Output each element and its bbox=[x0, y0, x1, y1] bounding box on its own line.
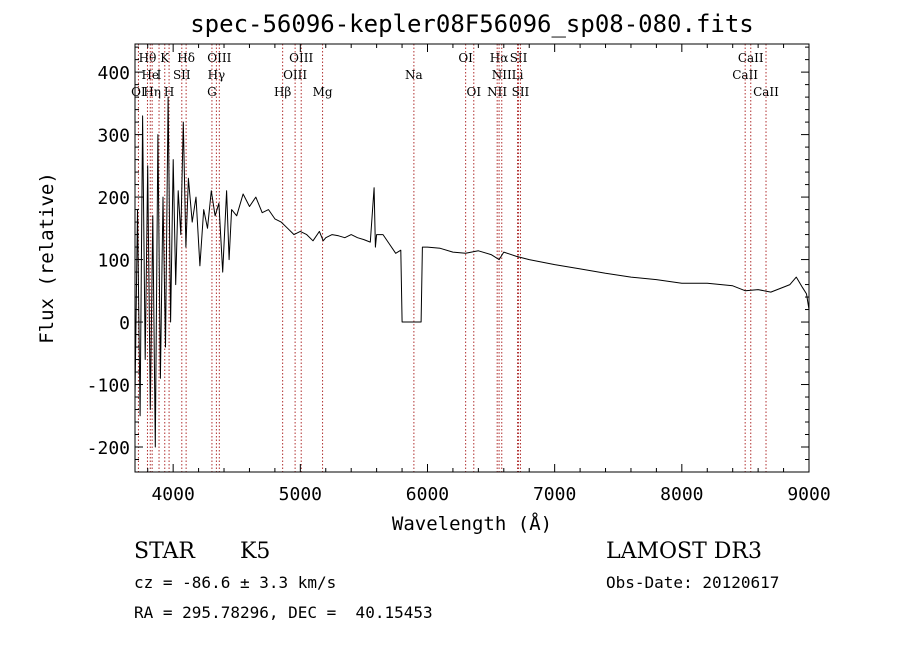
y-axis: -200 -100 0 100 200 300 400 bbox=[87, 46, 809, 461]
spectral-line-label-9: He bbox=[141, 68, 159, 82]
chart-title: spec-56096-kepler08F56096_sp08-080.fits bbox=[190, 10, 754, 38]
spectral-line-label-6: Hα bbox=[490, 51, 509, 65]
spectral-line-label-24: OI bbox=[466, 85, 481, 99]
spectral-line-label-17: CaII bbox=[732, 68, 758, 82]
spectral-line-label-5: OI bbox=[458, 51, 473, 65]
x-tick-label: 5000 bbox=[279, 484, 322, 505]
velocity-readout: cz = -86.6 ± 3.3 km/s bbox=[134, 573, 337, 592]
spectral-line-label-21: G bbox=[207, 85, 217, 99]
spectral-line-label-1: K bbox=[160, 51, 170, 65]
x-axis-label: Wavelength (Å) bbox=[392, 512, 552, 535]
survey-name: LAMOST DR3 bbox=[606, 539, 762, 564]
plot-frame bbox=[134, 43, 810, 473]
spectral-line-label-25: NII bbox=[487, 85, 507, 99]
spectral-line-label-7: SII bbox=[510, 51, 528, 65]
y-tick-label: -200 bbox=[87, 438, 130, 459]
object-type: STAR bbox=[134, 539, 195, 564]
x-tick-label: 8000 bbox=[660, 484, 703, 505]
y-tick-label: 0 bbox=[119, 313, 130, 334]
spectral-line-label-20: H bbox=[164, 85, 174, 99]
x-tick-label: 4000 bbox=[151, 484, 194, 505]
spectral-line-label-14: Na bbox=[405, 68, 423, 82]
spectral-line-label-27: CaII bbox=[753, 85, 779, 99]
spectral-line-label-23: Mg bbox=[313, 85, 333, 99]
obs-date: Obs-Date: 20120617 bbox=[606, 573, 780, 592]
spectral-line-label-12: Hγ bbox=[208, 68, 226, 82]
series-flux-line bbox=[134, 96, 810, 448]
spectral-subclass: K5 bbox=[240, 539, 271, 564]
spectral-line-label-22: Hβ bbox=[274, 85, 291, 99]
spectral-line-label-2: Hδ bbox=[177, 51, 195, 65]
y-axis-label: Flux (relative) bbox=[36, 172, 58, 344]
spectral-line-label-10: I bbox=[157, 68, 162, 82]
spectral-line-label-15: NII bbox=[492, 68, 512, 82]
x-axis: 4000 5000 6000 7000 8000 9000 bbox=[147, 44, 831, 505]
y-tick-label: 400 bbox=[97, 63, 130, 84]
spectral-line-label-26: SII bbox=[512, 85, 530, 99]
y-tick-label: -100 bbox=[87, 376, 130, 397]
spectral-line-label-4: OIII bbox=[289, 51, 313, 65]
coordinates: RA = 295.78296, DEC = 40.15453 bbox=[134, 603, 433, 622]
spectral-line-label-3: OIII bbox=[207, 51, 231, 65]
spectral-line-label-16: Li bbox=[512, 68, 524, 82]
spectral-line-label-11: SII bbox=[173, 68, 191, 82]
x-tick-label: 9000 bbox=[787, 484, 830, 505]
y-tick-label: 100 bbox=[97, 251, 130, 272]
spectral-line-label-13: OIII bbox=[283, 68, 307, 82]
spectral-line-label-8: CaII bbox=[738, 51, 764, 65]
flux-series bbox=[134, 96, 810, 448]
x-tick-label: 6000 bbox=[406, 484, 449, 505]
spectral-line-label-0: Hθ bbox=[139, 51, 157, 65]
y-tick-label: 200 bbox=[97, 188, 130, 209]
x-tick-label: 7000 bbox=[533, 484, 576, 505]
y-tick-label: 300 bbox=[97, 126, 130, 147]
spectral-line-label-19: Hη bbox=[143, 85, 161, 99]
